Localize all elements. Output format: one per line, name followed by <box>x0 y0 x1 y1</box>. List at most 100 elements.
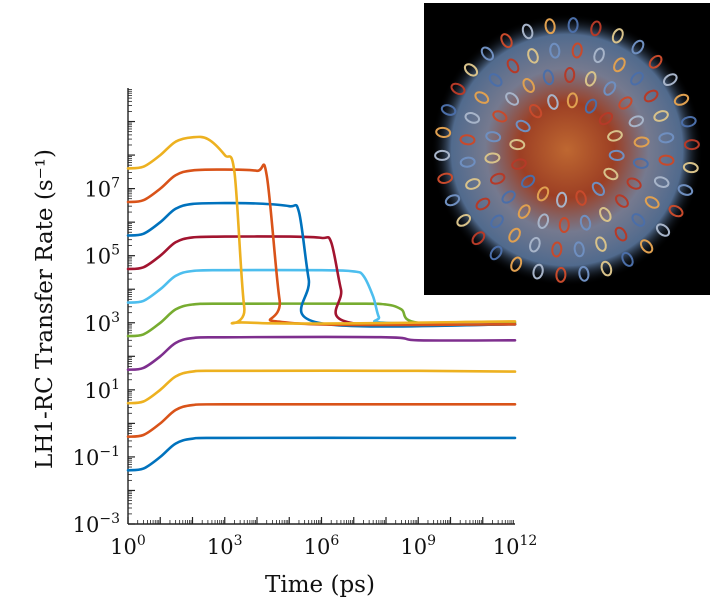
helix-mark <box>558 217 570 233</box>
helix-mark <box>522 78 535 93</box>
helix-mark <box>544 18 556 35</box>
helix-mark <box>437 172 454 184</box>
y-tick-label: 10−3 <box>73 511 120 537</box>
helix-mark <box>509 139 526 151</box>
helix-mark <box>459 134 476 146</box>
helix-mark <box>521 23 534 40</box>
helix-mark <box>489 172 506 185</box>
helix-mark <box>440 104 457 116</box>
helix-mark <box>668 204 684 218</box>
helix-mark <box>630 71 644 86</box>
helix-ring <box>434 17 700 283</box>
helix-mark <box>579 214 592 231</box>
helix-mark <box>662 73 678 87</box>
helix-mark <box>575 190 587 206</box>
helix-mark <box>571 42 583 59</box>
helix-mark <box>613 57 626 73</box>
helix-mark <box>555 266 567 283</box>
helix-mark <box>549 42 561 59</box>
helix-mark <box>653 110 669 122</box>
helix-mark <box>492 110 508 123</box>
helix-mark <box>490 214 504 229</box>
helix-mark <box>528 103 543 119</box>
helix-mark <box>573 241 585 258</box>
x-tick-label: 1012 <box>493 533 538 559</box>
helix-mark <box>520 174 536 189</box>
series-line-1 <box>126 436 517 472</box>
helix-mark <box>464 112 481 124</box>
helix-mark <box>608 149 625 161</box>
helix-mark <box>501 190 516 204</box>
helix-mark <box>598 111 614 126</box>
y-tick-label: 10−1 <box>73 444 120 470</box>
helix-mark <box>632 157 649 169</box>
helix-mark <box>517 204 531 219</box>
series-line-8 <box>126 201 517 328</box>
helix-mark <box>485 131 502 143</box>
helix-mark <box>500 33 513 49</box>
helix-mark <box>591 181 606 197</box>
helix-mark <box>643 89 659 103</box>
helix-mark <box>537 213 550 230</box>
x-tick-label: 100 <box>110 533 146 559</box>
helix-mark <box>677 184 694 196</box>
helix-mark <box>618 96 633 110</box>
y-tick-label: 103 <box>84 310 120 336</box>
helix-mark <box>463 63 479 77</box>
helix-mark <box>603 81 617 96</box>
helix-mark <box>564 67 576 83</box>
helix-mark <box>584 70 597 87</box>
helix-mark <box>631 213 646 227</box>
helix-mark <box>505 92 520 106</box>
helix-mark <box>639 239 654 254</box>
helix-mark <box>527 48 539 64</box>
helix-mark <box>556 191 568 208</box>
helix-mark <box>465 178 481 190</box>
helix-mark <box>648 54 663 69</box>
helix-mark <box>532 263 544 280</box>
helix-mark <box>644 196 660 209</box>
helix-mark <box>536 186 550 202</box>
series-line-4 <box>126 335 517 371</box>
helix-mark <box>566 92 578 109</box>
axis-labels: Time (ps) LH1-RC Transfer Rate (s⁻¹) <box>32 149 375 598</box>
helix-mark <box>631 39 645 55</box>
helix-mark <box>590 20 602 37</box>
x-tick-label: 109 <box>400 533 436 559</box>
helix-mark <box>567 17 579 34</box>
x-tick-label: 106 <box>304 533 340 559</box>
protein-structure-image <box>424 3 710 295</box>
helix-mark <box>542 69 555 86</box>
helix-mark <box>658 132 675 144</box>
y-tick-label: 101 <box>84 377 120 403</box>
helix-mark <box>511 158 527 170</box>
y-tick-label: 107 <box>84 176 120 202</box>
helix-mark <box>515 119 531 133</box>
series-line-7 <box>126 235 517 328</box>
helix-mark <box>595 236 607 252</box>
helix-mark <box>471 231 486 246</box>
protein-glow <box>431 14 703 286</box>
helix-mark <box>456 213 472 227</box>
helix-mark <box>578 265 590 282</box>
helix-mark <box>658 154 675 166</box>
helix-mark <box>611 28 624 44</box>
helix-mark <box>435 126 452 138</box>
y-axis-label: LH1-RC Transfer Rate (s⁻¹) <box>32 149 58 469</box>
helix-mark <box>480 46 495 61</box>
helix-mark <box>510 256 523 272</box>
helix-mark <box>603 167 619 181</box>
helix-mark <box>599 207 612 222</box>
helix-mark <box>621 251 634 267</box>
series-line-6 <box>126 268 517 326</box>
y-tick-label: 105 <box>84 243 120 269</box>
helix-mark <box>508 227 521 243</box>
helix-mark <box>489 245 503 261</box>
helix-mark <box>474 91 490 104</box>
helix-mark <box>444 194 461 207</box>
helix-mark <box>655 223 671 237</box>
helix-mark <box>593 47 605 64</box>
helix-mark <box>633 136 650 148</box>
helix-mark <box>547 94 559 110</box>
